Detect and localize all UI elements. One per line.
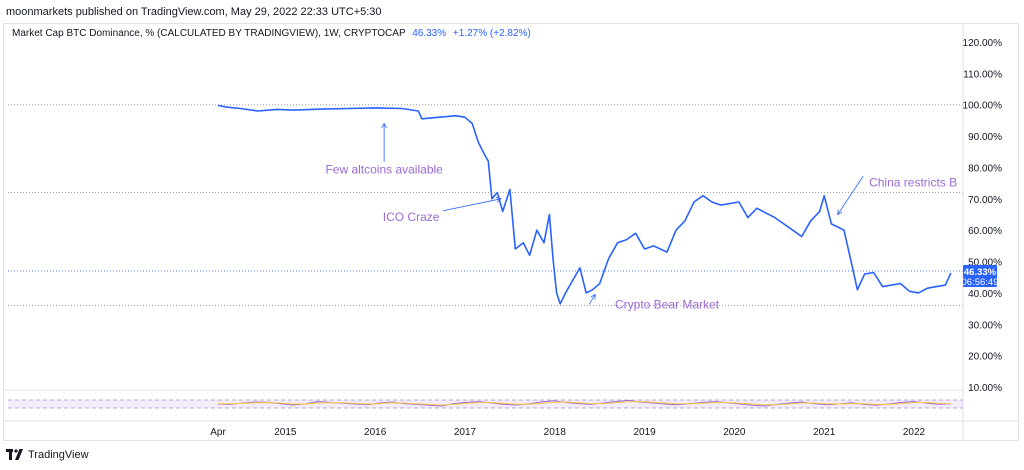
x-tick-label: 2015 <box>274 427 297 438</box>
y-tick-label: 10.00% <box>968 383 1002 394</box>
y-tick-label: 120.00% <box>963 38 1003 49</box>
x-tick-label: 2016 <box>364 427 387 438</box>
annotation-label: Crypto Bear Market <box>615 298 720 312</box>
x-tick-label: 2021 <box>813 427 836 438</box>
annotation-arrowhead <box>590 293 596 300</box>
x-tick-label: 2019 <box>633 427 656 438</box>
footer: TradingView <box>6 449 89 461</box>
annotation-arrowhead <box>495 196 502 203</box>
y-tick-label: 70.00% <box>968 195 1002 206</box>
footer-brand: TradingView <box>28 449 89 461</box>
y-tick-label: 110.00% <box>963 69 1002 80</box>
y-tick-label: 30.00% <box>968 320 1002 331</box>
tradingview-logo-icon <box>6 449 23 460</box>
chart-frame <box>3 23 1019 441</box>
series-line <box>217 104 952 305</box>
x-tick-label: Apr <box>210 427 226 438</box>
annotation-arrow <box>588 294 596 305</box>
x-tick-label: 2018 <box>544 427 567 438</box>
annotation-arrow <box>443 198 501 212</box>
y-tick-label: 60.00% <box>968 226 1002 237</box>
chart-legend: Market Cap BTC Dominance, % (CALCULATED … <box>12 28 531 39</box>
annotation-arrowhead <box>837 209 843 216</box>
y-tick-label: 40.00% <box>968 289 1002 300</box>
x-tick-label: 2020 <box>723 427 746 438</box>
y-tick-label: 50.00% <box>968 258 1002 269</box>
annotation-label: Few altcoins available <box>325 163 443 177</box>
legend-change: +1.27% (+2.82%) <box>452 28 531 39</box>
annotation-label: ICO Craze <box>383 210 440 224</box>
y-tick-label: 80.00% <box>968 163 1002 174</box>
x-tick-label: 2022 <box>903 427 926 438</box>
price-label-box <box>963 265 997 288</box>
annotation-label: China restricts B <box>869 175 957 189</box>
publisher-line: moonmarkets published on TradingView.com… <box>6 6 382 18</box>
oscillator-line <box>217 401 951 406</box>
y-tick-label: 90.00% <box>968 132 1002 143</box>
price-label-value: 46.33% <box>964 267 997 278</box>
oscillator-band <box>8 400 963 408</box>
legend-value: 46.33% <box>412 28 447 39</box>
annotation-arrow <box>837 176 864 215</box>
price-label-countdown: 06:56:49 <box>962 277 999 288</box>
y-tick-label: 100.00% <box>963 101 1003 112</box>
x-tick-label: 2017 <box>454 427 477 438</box>
y-tick-label: 20.00% <box>968 352 1002 363</box>
annotation-arrowhead <box>381 122 387 129</box>
legend-symbol: Market Cap BTC Dominance, % (CALCULATED … <box>12 28 406 39</box>
